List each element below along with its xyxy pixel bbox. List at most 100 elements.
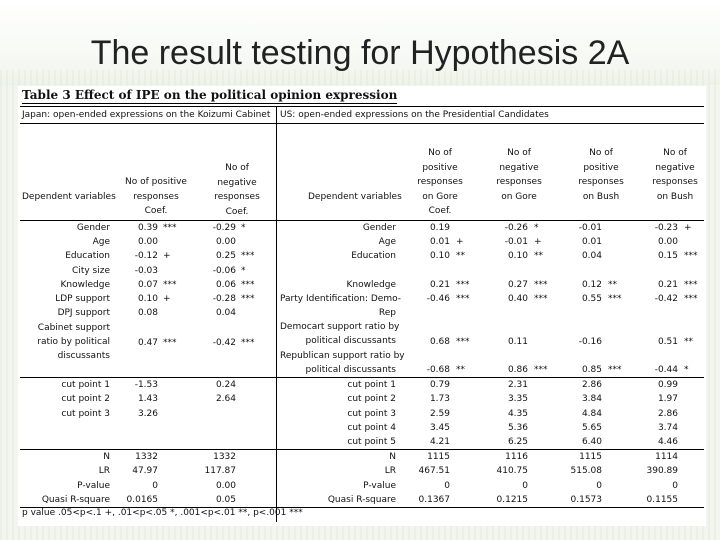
right-row-label: Knowledge [346,279,396,290]
left-cut-neg: 0.24 [215,380,236,391]
right-gore-pos-sig: *** [456,294,470,304]
right-cut-label: cut point 2 [347,394,396,405]
right-gore-neg-sig: *** [534,294,548,304]
left-pos-value: -0.12 [134,251,158,262]
slide-background-top [0,0,720,85]
left-stat-label: LR [98,466,110,477]
right-gore-neg-sig: * [534,223,539,233]
left-neg-sig: * [241,223,246,233]
right-gore-pos-sig: *** [456,279,470,290]
left-cabinet-neg: -0.42 [212,337,236,348]
right_rep-bush-pos-sig: *** [608,365,622,375]
right_dem-gore-neg: 0.11 [507,336,528,347]
right-cut-label: cut point 1 [347,380,396,391]
left-cut-neg: 2.64 [215,394,236,405]
right-stat-v4: 0.1155 [646,494,679,505]
footnote: p value .05<p<.1 +, .01<p<.05 *, .001<p<… [22,508,303,518]
right-cut-v3: 4.84 [581,408,602,419]
right-bush-neg-sig: + [684,223,692,233]
right_dem-bush-neg-sig: ** [684,336,693,347]
left-pos-sig: + [163,294,171,304]
right-gore-neg-value: 0.10 [507,251,528,262]
right-cut-v4: 3.74 [657,422,678,433]
left-stat-label: N [103,452,110,463]
left-neg-value: -0.29 [212,223,236,233]
left-cabinet-label: Cabinet support ratio by political discu… [37,323,110,362]
right_dem-gore-pos: 0.68 [429,336,450,347]
right-cut-v1: 3.45 [429,422,450,433]
right-cut-v1: 1.73 [429,394,450,405]
rule-before-cut-points [20,377,704,379]
right_rep-bush-neg: -0.44 [654,365,678,375]
right-stat-v2: 1116 [505,452,528,463]
rule-under-section [20,123,704,124]
right-stat-label: N [389,452,396,463]
right-gore-pos-sig: + [456,237,464,248]
right-cut-label: cut point 4 [347,422,396,433]
left-row-label: DPJ support [57,308,110,319]
right-cut-v4: 0.99 [657,380,678,391]
left-stat-label: P-value [77,480,110,491]
left-stat-pos: 47.97 [132,466,158,477]
right-bush-neg-sig: *** [684,279,698,290]
right-stat-v2: 0 [522,480,528,491]
right-cut-v3: 6.40 [581,437,602,447]
left-cut-label: cut point 1 [61,380,110,391]
right-stat-v2: 410.75 [496,466,529,477]
right-bush-pos-value: 0.55 [581,294,602,304]
rule-before-stats [20,449,704,451]
left-stat-pos: 0 [152,480,158,491]
right-stat-v1: 0.1367 [418,494,451,505]
right-gore-neg-value: 0.40 [507,294,528,304]
left-row-label: Gender [76,223,110,233]
left-row-label: Age [92,237,110,248]
right_rep-bush-pos: 0.85 [581,365,602,375]
right-cut-v2: 4.35 [507,408,528,419]
right-cut-v3: 3.84 [581,394,602,405]
left-neg-value: -0.28 [212,294,236,304]
right-col-bush-pos-header: No of positive responses on Bush [578,148,624,202]
left-neg-value: 0.00 [215,237,236,248]
right-dep-var-header: Dependent variables [308,192,402,202]
right-gore-pos-value: -0.46 [426,294,450,304]
right-bush-pos-sig: ** [608,279,617,290]
right_rep-label: Republican support ratio by political di… [280,350,405,375]
left-neg-value: 0.25 [215,251,236,262]
right_rep-gore-neg: 0.86 [507,365,528,375]
right_rep-gore-neg-sig: *** [534,365,548,375]
right-stat-v1: 1115 [427,452,450,463]
right-stat-v2: 0.1215 [496,494,529,505]
left-row-label: City size [72,265,110,276]
right-stat-v4: 390.89 [646,466,679,477]
left-stat-pos: 1332 [135,452,158,463]
right-row-label: Gender [362,223,396,233]
left-pos-value: 0.10 [137,294,158,304]
left-cut-pos: 3.26 [137,408,158,419]
table-title: Table 3 Effect of IPE on the political o… [22,88,398,104]
right-col-gore-pos-header: No of positive responses on Gore Coef. [417,148,463,216]
rule-bottom [20,507,704,508]
left-pos-value: 0.00 [137,237,158,248]
right-bush-neg-value: -0.42 [654,294,678,304]
right-cut-v2: 3.35 [507,394,528,405]
right-bush-pos-value: -0.01 [578,223,602,233]
right-cut-v4: 4.46 [657,437,678,447]
left-cut-label: cut point 2 [61,394,110,405]
left-neg-sig: * [241,265,246,276]
left-neg-sig: *** [241,294,255,304]
left-dep-var-header: Dependent variables [22,192,116,202]
right_rep-gore-pos-sig: ** [456,365,465,375]
right-gore-pos-value: 0.10 [429,251,450,262]
right-stat-v4: 1114 [655,452,678,463]
right-col-gore-neg-header: No of negative responses on Gore [496,148,542,202]
left-cabinet-pos-sig: *** [163,337,177,348]
left-neg-value: 0.04 [215,308,236,319]
right-col-bush-neg-header: No of negative responses on Bush [652,148,698,202]
left-neg-value: 0.06 [215,279,236,290]
right-cut-label: cut point 3 [347,408,396,419]
left-pos-value: 0.39 [137,223,158,233]
left-cut-pos: 1.43 [137,394,158,405]
left-pos-value: 0.08 [137,308,158,319]
right-stat-label: Quasi R-square [327,494,396,505]
results-table: Table 3 Effect of IPE on the political o… [18,86,706,526]
